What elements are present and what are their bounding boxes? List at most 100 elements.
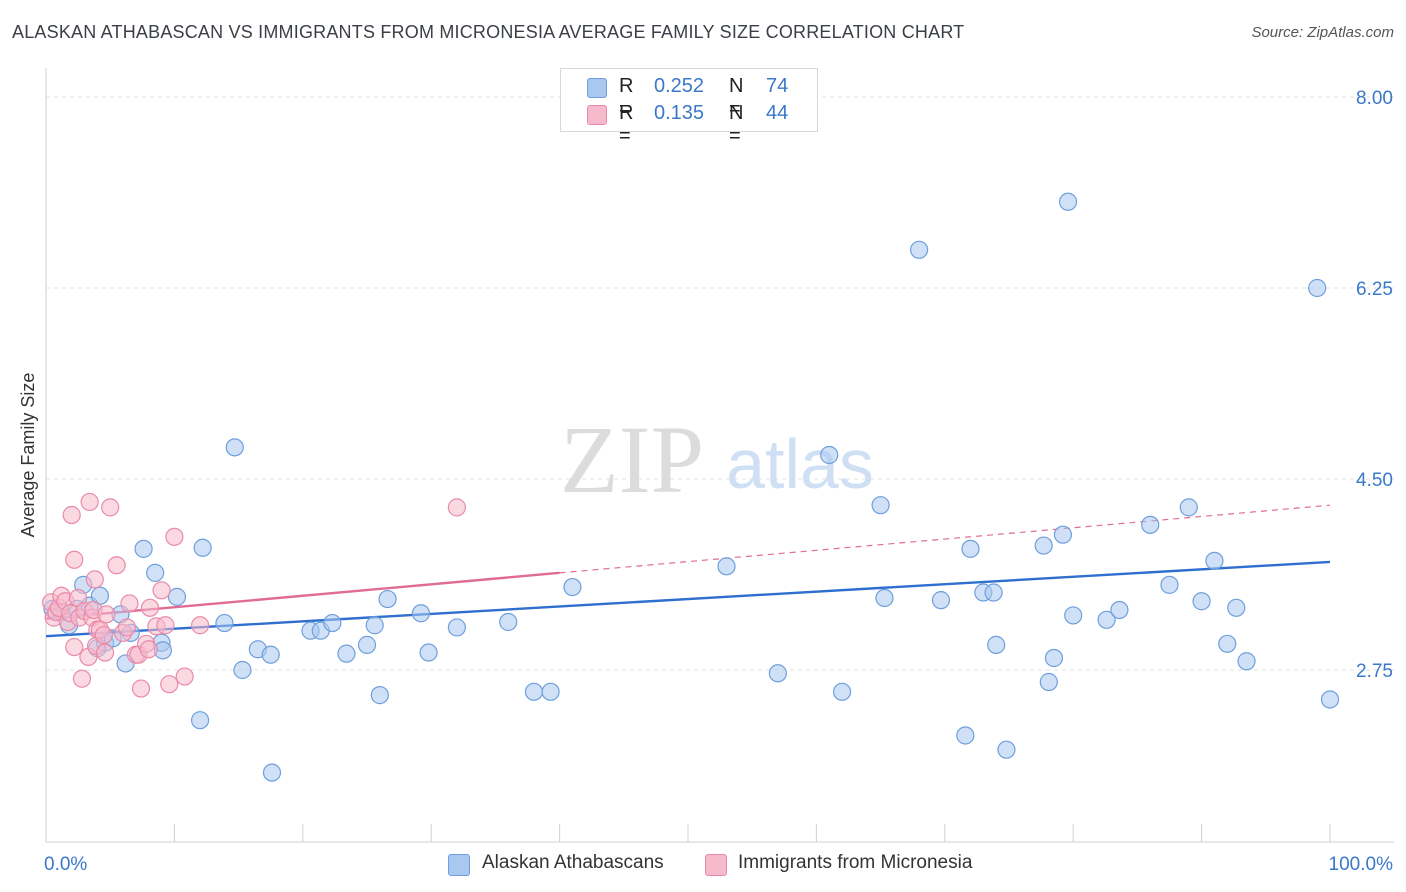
data-point [984,583,1003,602]
data-point [323,613,342,633]
n-label: N = [729,102,744,147]
data-point [167,587,187,606]
watermark-atlas: atlas [726,425,874,503]
data-point [101,498,120,517]
data-point [262,763,282,782]
trend-lines [45,504,1331,638]
data-point [1227,598,1246,617]
data-point [370,686,389,705]
data-point [987,635,1006,654]
data-point [140,598,160,617]
data-point [820,445,839,465]
data-point [717,557,736,576]
watermark-zip: ZIP [560,406,704,513]
data-point [261,645,280,664]
data-point [1320,690,1340,709]
legend-stats: R = 0.252 N = 74 R = 0.135 N = 44 [560,68,818,147]
legend-label-micronesia: Immigrants from Micronesia [738,852,973,873]
y-axis-label: Average Family Size [18,373,38,538]
data-point [156,616,175,635]
data-point [541,682,560,701]
data-point [80,492,99,512]
legend-swatch-micronesia [705,854,727,876]
data-point [1192,592,1211,611]
data-point [72,669,92,688]
data-point [499,612,518,632]
data-point [175,667,194,686]
data-point [1308,278,1327,298]
data-point [85,570,104,589]
data-point [233,660,252,680]
data-point [165,527,184,546]
data-point [190,616,210,635]
data-point [152,581,171,600]
n-value: 44 [766,102,789,124]
data-point [97,605,116,624]
data-point [120,594,139,613]
data-point [1218,634,1237,653]
data-point [160,675,179,694]
data-point [524,682,544,701]
y-tick-label: 8.00 [1356,88,1393,109]
data-point [225,438,244,457]
legend-swatch-micronesia [587,105,607,125]
data-point [956,726,975,745]
trend-line-extension [559,504,1331,574]
r-value: 0.135 [654,102,705,124]
data-point [875,588,894,608]
source-label: Source: ZipAtlas.com [1251,24,1394,41]
data-point [337,644,356,663]
y-tick-label: 2.75 [1356,661,1393,682]
data-point [134,539,153,558]
data-point [1064,606,1083,625]
data-point [563,577,582,597]
watermark: ZIP atlas [560,406,874,513]
data-point [146,563,165,582]
data-points [42,192,1340,782]
legend-swatch-athabascan [587,78,607,98]
trend-line [45,560,1331,638]
r-label: R = [619,102,634,147]
tick-labels: 2.75 4.50 6.25 8.00 0.0% 100.0% [44,88,1393,875]
data-point [910,240,929,259]
n-value: 74 [766,75,789,97]
data-point [997,740,1016,759]
data-point [107,556,126,575]
data-point [411,604,431,623]
data-point [1237,652,1256,671]
data-point [62,505,81,525]
data-point [1205,551,1224,570]
legend-swatch-athabascan [448,854,470,876]
data-point [419,643,438,662]
data-point [447,498,466,517]
x-tick-label: 0.0% [44,854,87,875]
data-point [1044,648,1064,668]
axes [45,68,1394,843]
y-tick-label: 4.50 [1356,470,1393,491]
y-tick-label: 6.25 [1356,279,1393,300]
data-point [1179,498,1198,517]
series-points [42,492,466,698]
r-label: R = [619,75,634,120]
r-value: 0.252 [654,75,705,97]
data-point [871,496,890,515]
data-point [1097,610,1116,629]
grid-lines [46,96,1394,671]
data-point [1110,600,1129,620]
data-point [65,637,84,657]
data-point [190,711,210,730]
x-tick-label: 100.0% [1329,854,1394,875]
data-point [215,613,234,633]
data-point [365,616,384,635]
data-point [1160,575,1179,594]
data-point [1034,536,1053,555]
data-point [131,679,151,698]
data-point [95,643,115,662]
data-point [447,618,466,637]
data-point [1053,525,1073,544]
data-point [961,539,980,558]
data-point [65,550,84,569]
legend-label-athabascan: Alaskan Athabascans [482,852,664,873]
data-point [94,625,113,645]
